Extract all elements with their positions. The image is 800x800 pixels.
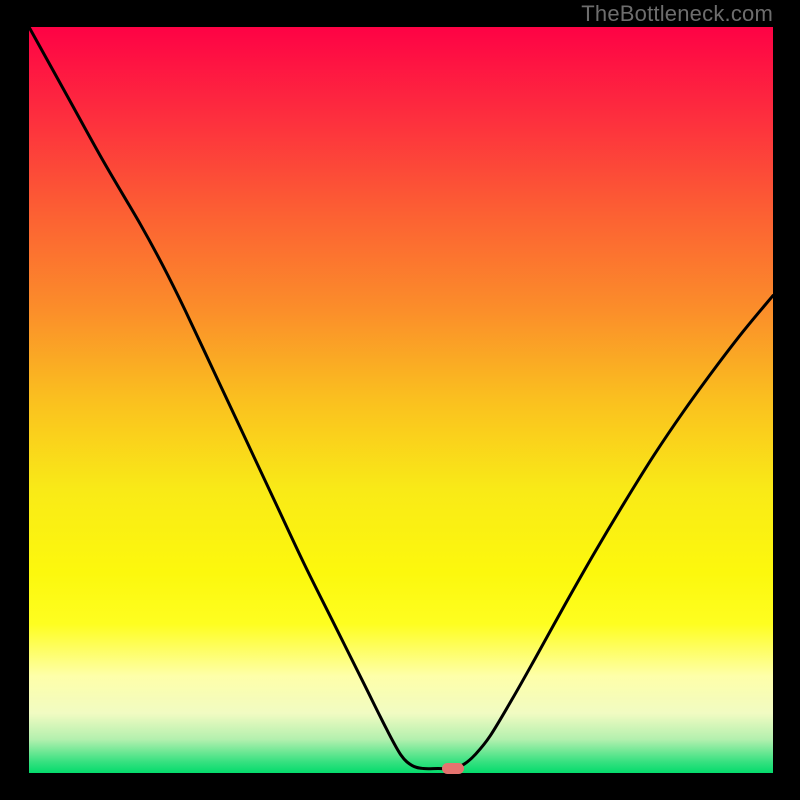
bottleneck-curve-svg [29, 27, 773, 773]
optimal-point-marker [442, 763, 464, 775]
bottleneck-curve [29, 27, 773, 769]
chart-stage: TheBottleneck.com [0, 0, 800, 800]
watermark-text: TheBottleneck.com [581, 1, 773, 27]
plot-area [29, 27, 773, 773]
